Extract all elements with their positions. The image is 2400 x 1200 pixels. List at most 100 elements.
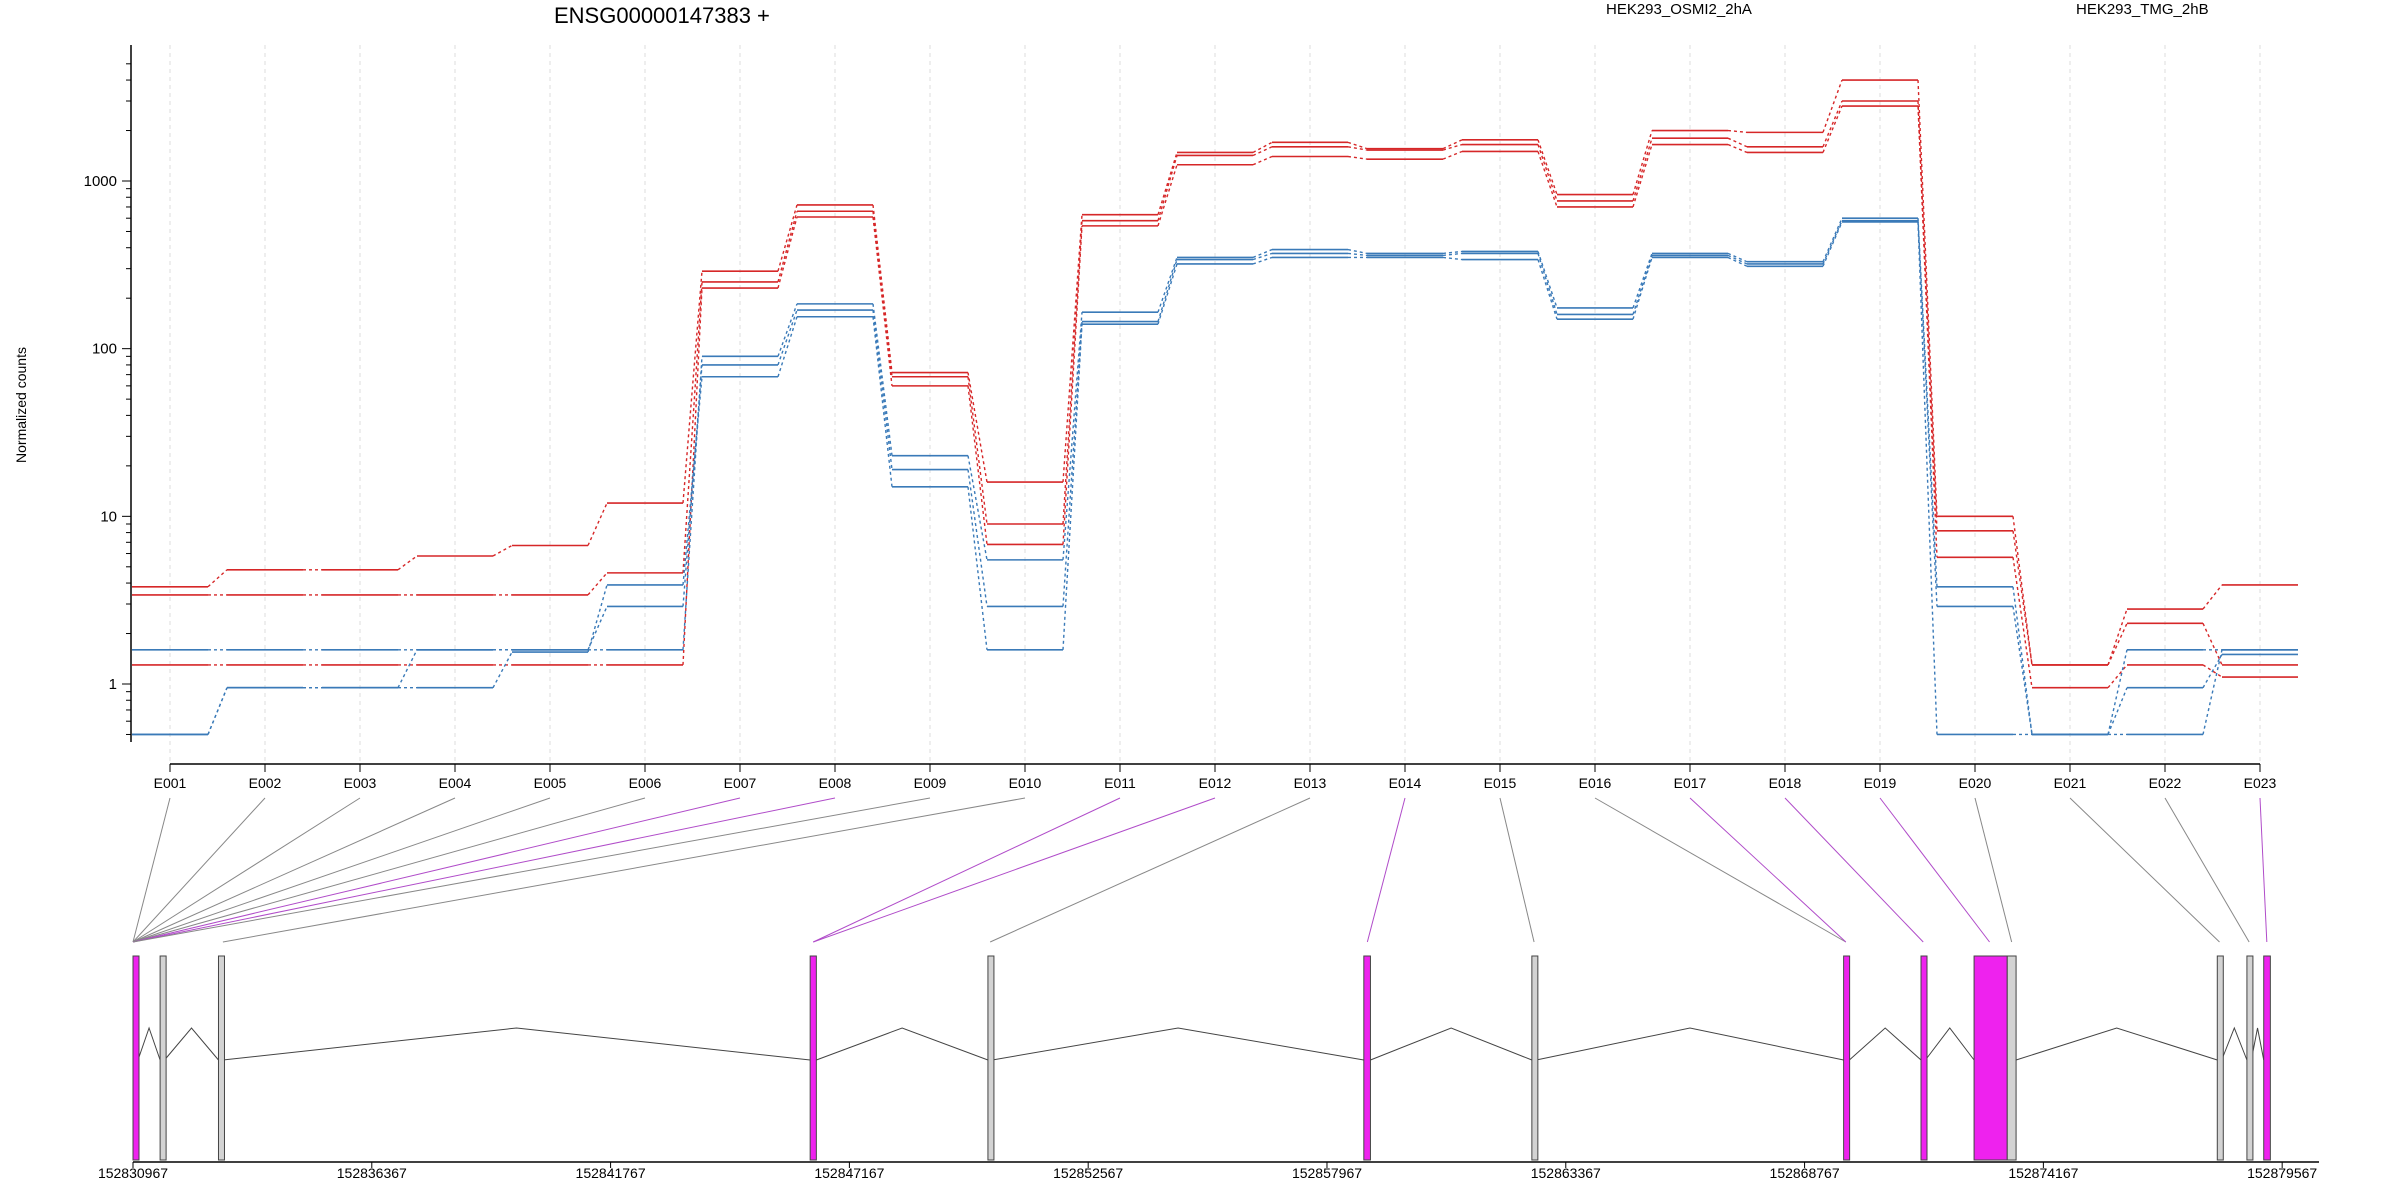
step-connector [1917, 105, 1938, 558]
step-connector [682, 364, 703, 607]
step-connector [1727, 129, 1748, 134]
genome-tick-label: 152857967 [1292, 1165, 1362, 1181]
exon-box-highlight [132, 955, 140, 1161]
step-connector [1252, 248, 1273, 259]
y-tick-label: 10 [100, 508, 117, 525]
exon-tick-label: E020 [1959, 775, 1992, 791]
step-connector [1822, 100, 1843, 148]
genome-tick-label: 152836367 [337, 1165, 407, 1181]
exon-tick-label: E013 [1294, 775, 1327, 791]
step-connector [1062, 321, 1083, 607]
step-connector [777, 204, 798, 272]
step-connector [1252, 256, 1273, 265]
exon-tick-label: E023 [2244, 775, 2277, 791]
step-connector [1632, 144, 1653, 208]
step-connector [1537, 139, 1558, 195]
step-connector [1062, 225, 1083, 545]
step-connector [1062, 220, 1083, 525]
step-connector [2107, 664, 2128, 689]
step-connector [1632, 130, 1653, 195]
step-connector [1917, 80, 1938, 517]
step-connector [492, 651, 513, 689]
exon-box [2006, 955, 2017, 1161]
step-connector [492, 544, 513, 557]
exon-link [813, 797, 1216, 943]
axes: 1 10 100 1000 E001 E002 E003 E004 E005 E006 E007 E0… [84, 45, 2277, 791]
intron [816, 1027, 989, 1061]
step-connector [2012, 586, 2033, 735]
step-connector [1727, 256, 1748, 267]
step-connector [1442, 256, 1463, 261]
step-connector [1062, 312, 1083, 560]
series-line [132, 221, 2298, 736]
step-connector [207, 687, 228, 735]
genome-tick-label: 152863367 [1531, 1165, 1601, 1181]
step-connector [777, 216, 798, 289]
step-connector [1632, 257, 1653, 320]
step-connector [587, 502, 608, 546]
exon-link [132, 797, 361, 943]
step-connector [872, 316, 893, 487]
step-connector [1062, 324, 1083, 650]
step-connector [682, 356, 703, 650]
step-connector [2202, 654, 2223, 689]
step-connector [1537, 144, 1558, 202]
step-connector [1822, 105, 1843, 153]
step-connector [1822, 220, 1843, 265]
step-connector [1632, 255, 1653, 315]
intron [137, 1026, 161, 1061]
step-connector [1917, 220, 1938, 607]
step-connector [2107, 623, 2128, 666]
exon-box [217, 955, 225, 1161]
step-connector [1537, 253, 1558, 315]
exon-box [2216, 955, 2224, 1161]
exon-link [132, 797, 456, 943]
genome-tick-label: 152852567 [1053, 1165, 1123, 1181]
exon-link [132, 797, 741, 943]
step-connector [1157, 257, 1178, 313]
step-connector [777, 309, 798, 366]
step-connector [682, 271, 703, 504]
step-connector [2202, 623, 2223, 666]
exon-tick-label: E003 [344, 775, 377, 791]
genome-tick-label: 152830967 [98, 1165, 168, 1181]
series-lines [132, 79, 2298, 736]
exon-link [132, 797, 171, 943]
exon-tick-label: E004 [439, 775, 472, 791]
exon-tick-label: E001 [154, 775, 187, 791]
step-connector [1347, 155, 1368, 160]
genome-tick-label: 152841767 [576, 1165, 646, 1181]
step-connector [1442, 250, 1463, 255]
intron [2015, 1027, 2218, 1061]
step-connector [1727, 143, 1748, 154]
step-connector [207, 569, 228, 588]
step-connector [1347, 146, 1368, 151]
intron [1536, 1027, 1844, 1061]
step-connector [1252, 155, 1273, 166]
step-connector [1157, 263, 1178, 325]
step-connector [1252, 146, 1273, 157]
intron [164, 1027, 219, 1061]
exon-link [1499, 797, 1535, 943]
exon-connector-lines [132, 797, 2268, 943]
exon-tick-label: E014 [1389, 775, 1422, 791]
step-connector [1157, 164, 1178, 227]
exon-link [2069, 797, 2220, 943]
exon-tick-label: E021 [2054, 775, 2087, 791]
exon-box-highlight [2263, 955, 2271, 1161]
exon-box-highlight [809, 955, 817, 1161]
step-connector [1822, 217, 1843, 263]
exon-tick-label: E016 [1579, 775, 1612, 791]
step-connector [2107, 687, 2128, 735]
genome-tick-label: 152868767 [1770, 1165, 1840, 1181]
exon-link [989, 797, 1311, 943]
step-connector [777, 303, 798, 357]
step-connector [1917, 218, 1938, 587]
step-connector [2202, 584, 2223, 610]
exon-link [1366, 797, 1406, 943]
exon-box [159, 955, 167, 1161]
exon-link [1784, 797, 1924, 943]
step-connector [967, 376, 988, 525]
exon-link [1689, 797, 1847, 943]
